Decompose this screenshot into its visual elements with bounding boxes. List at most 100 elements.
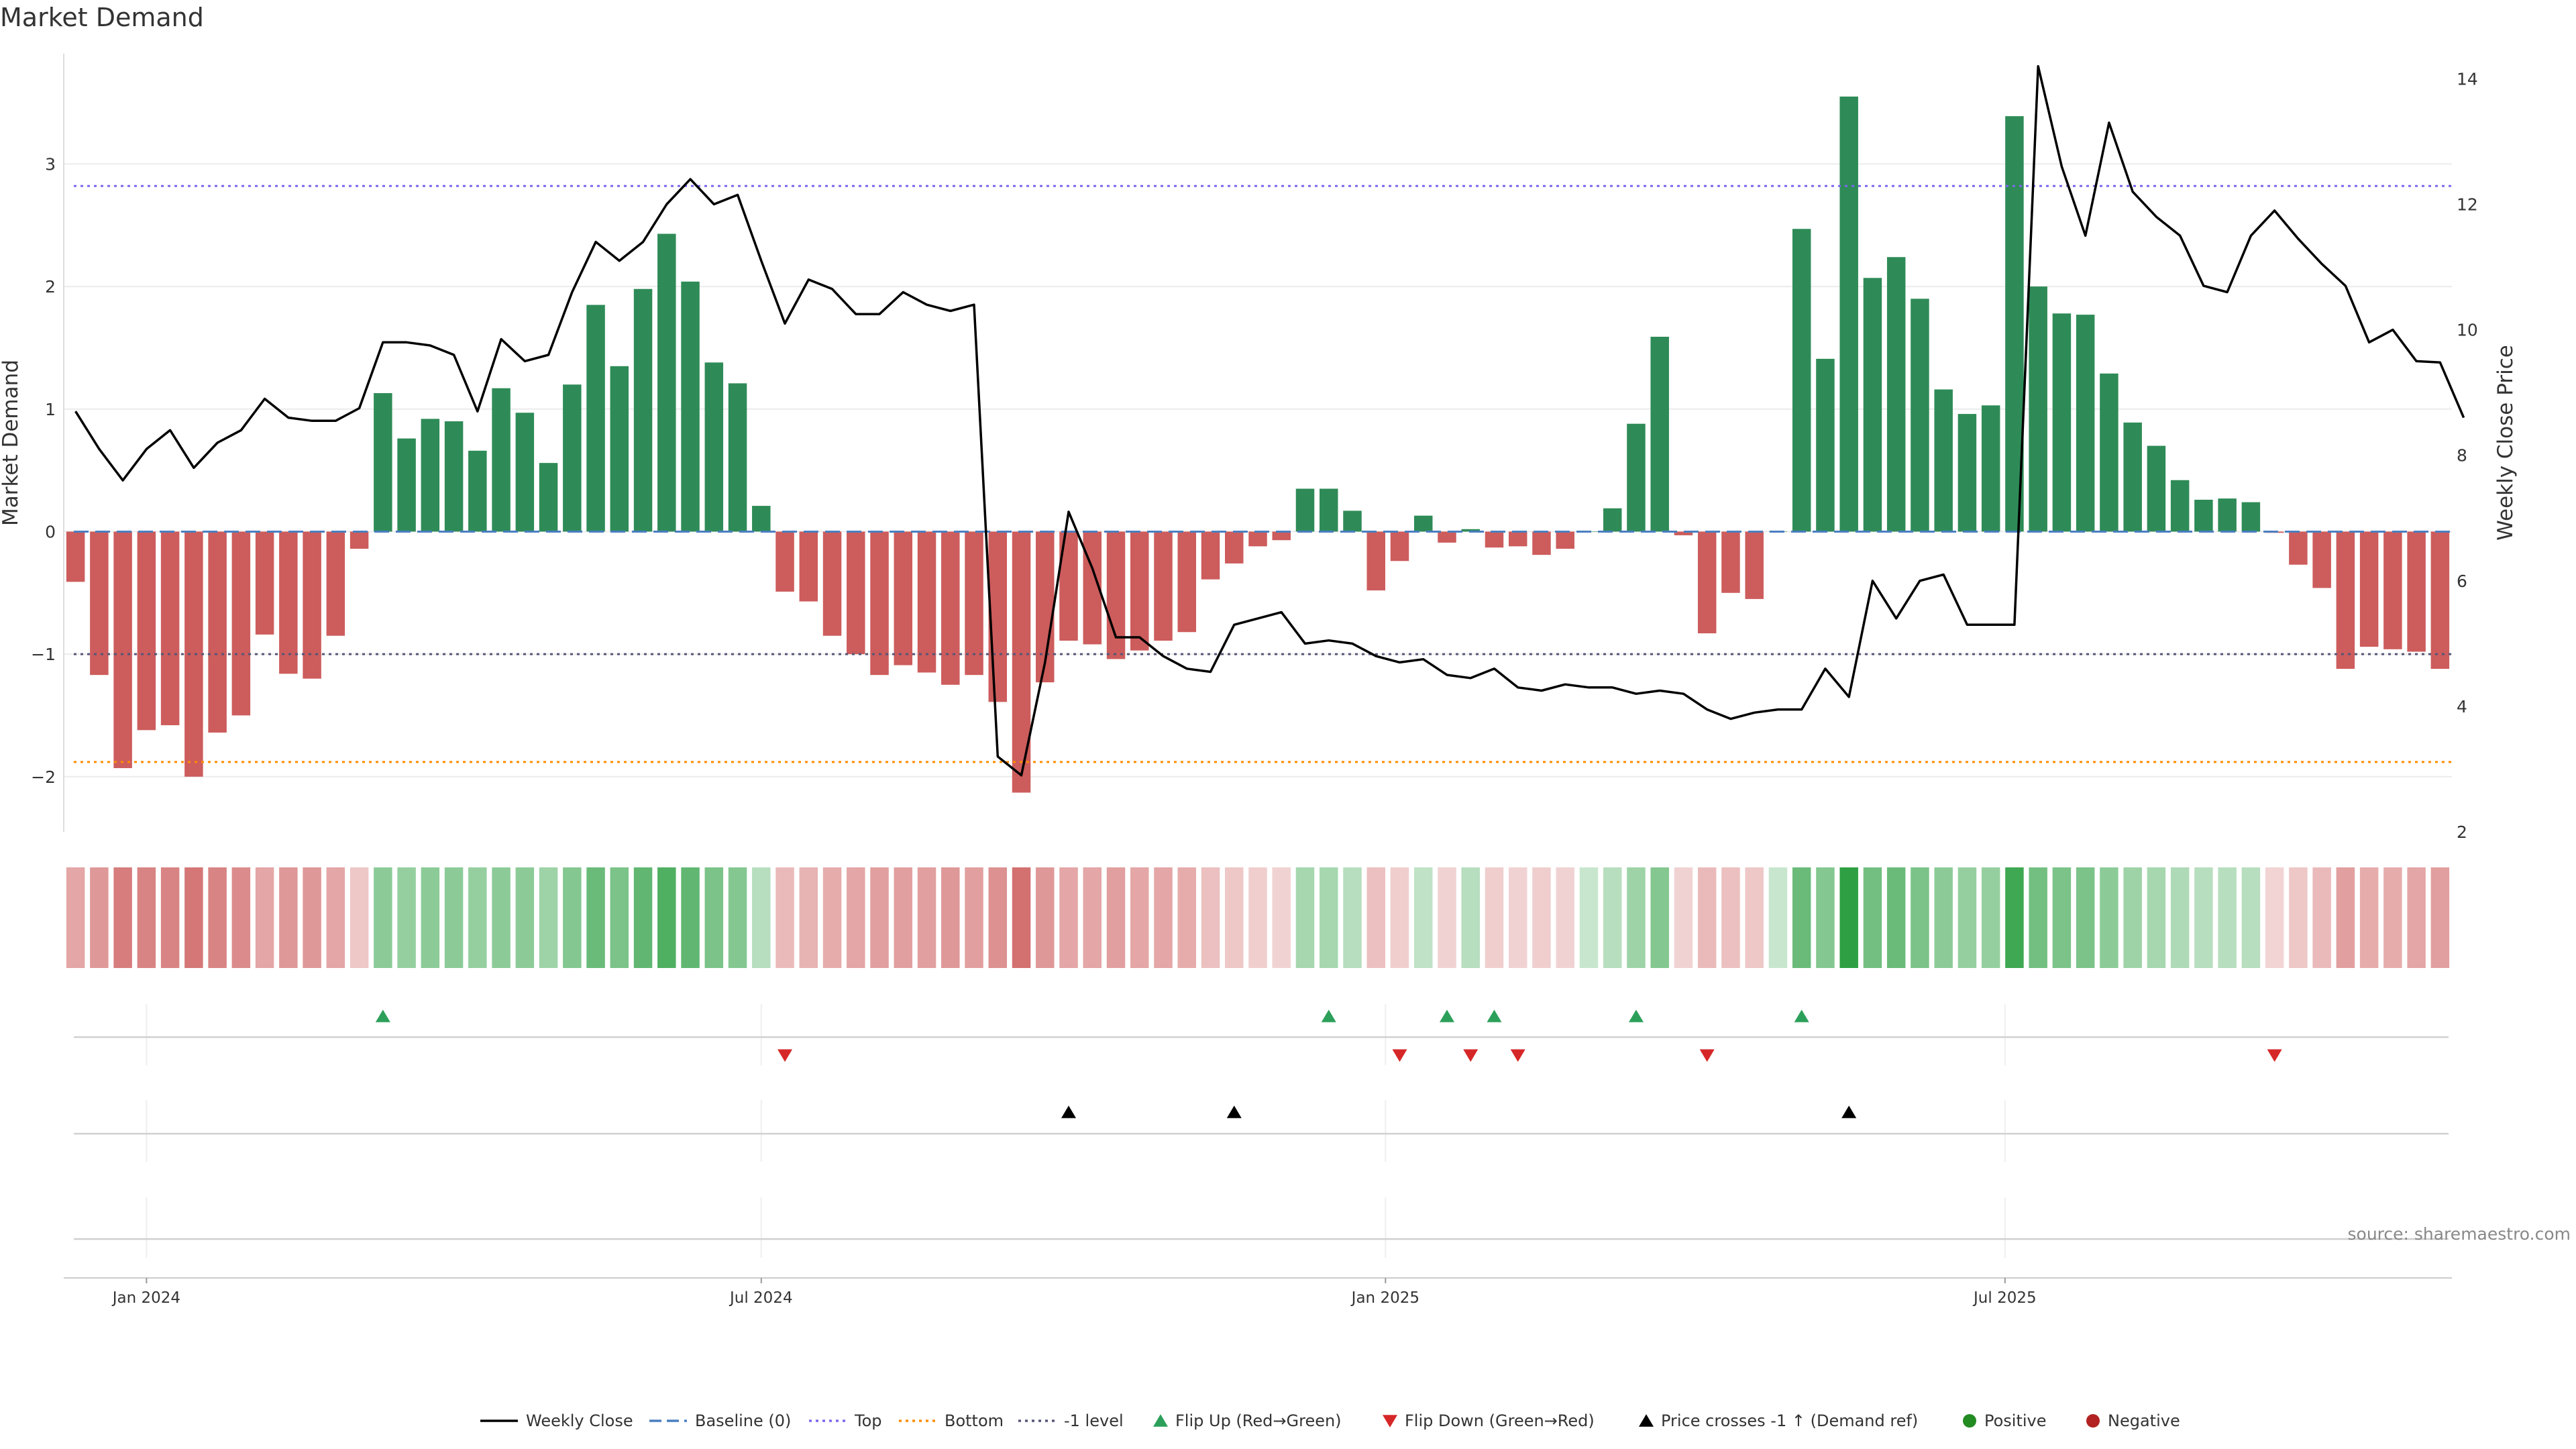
heat-cell <box>2359 867 2379 968</box>
demand-bar <box>2241 502 2261 532</box>
y-right-tick-label: 10 <box>2457 321 2478 340</box>
heat-cell <box>1911 867 1929 968</box>
demand-bar <box>1981 405 2000 532</box>
demand-bar <box>137 531 156 731</box>
demand-bar <box>515 413 535 532</box>
heat-cell <box>1154 867 1173 968</box>
reference-lines <box>74 184 2452 763</box>
heat-cell <box>1768 867 1788 968</box>
flip-up-marker <box>1439 1010 1454 1022</box>
demand-bar <box>255 531 274 635</box>
heat-cell <box>870 867 889 968</box>
x-tick-label: Jul 2025 <box>1972 1289 2037 1307</box>
heat-cell <box>1627 867 1646 968</box>
heat-cell <box>1934 867 1953 968</box>
legend-symbol <box>2086 1414 2100 1428</box>
demand-bar <box>1225 531 1244 564</box>
heat-cell <box>1697 867 1717 968</box>
heat-cell <box>1579 867 1599 968</box>
demand-bar <box>1863 278 1882 532</box>
heat-cell <box>539 867 558 968</box>
price-cross-marker <box>1226 1106 1242 1118</box>
demand-bar <box>2218 498 2237 532</box>
heat-cell <box>279 867 298 968</box>
heat-cell <box>1603 867 1622 968</box>
demand-bar <box>2430 531 2450 669</box>
demand-bar <box>303 531 321 679</box>
heat-cell <box>2052 867 2072 968</box>
heat-cell <box>90 867 109 968</box>
heat-cell <box>681 867 700 968</box>
demand-bar <box>326 531 345 636</box>
y-right-axis-label: Weekly Close Price <box>2493 345 2518 541</box>
signal-panels <box>74 1004 2449 1258</box>
heat-cell <box>988 867 1008 968</box>
demand-bar <box>704 362 724 532</box>
demand-bar <box>2194 499 2213 532</box>
demand-bar <box>941 531 960 685</box>
y-right-tick-label: 8 <box>2457 446 2467 466</box>
demand-bar <box>2076 315 2095 532</box>
heat-cell <box>2147 867 2166 968</box>
demand-bar <box>1438 531 1456 543</box>
heat-cell <box>1438 867 1456 968</box>
flip-down-marker <box>2267 1049 2282 1062</box>
demand-bar <box>1674 531 1693 535</box>
demand-bar <box>1556 531 1574 549</box>
demand-bar <box>775 531 794 592</box>
legend-symbol <box>1383 1415 1397 1428</box>
demand-bar <box>1130 531 1149 651</box>
heat-cell <box>704 867 724 968</box>
y-tick-label: −1 <box>31 645 56 664</box>
demand-bar <box>2052 313 2072 532</box>
heat-cell <box>822 867 842 968</box>
heat-cell <box>1201 867 1220 968</box>
demand-bar <box>1934 389 1953 532</box>
heat-cell <box>1532 867 1551 968</box>
heat-cell <box>1461 867 1480 968</box>
heat-cell <box>586 867 605 968</box>
demand-bar <box>1390 531 1409 561</box>
demand-bar <box>799 531 818 602</box>
heat-cell <box>160 867 180 968</box>
flip-up-marker <box>1628 1010 1644 1022</box>
heat-cell <box>1272 867 1291 968</box>
heat-cell <box>847 867 865 968</box>
heat-cell <box>563 867 582 968</box>
demand-bar <box>231 531 251 716</box>
heat-cell <box>303 867 321 968</box>
heat-cell <box>1981 867 2000 968</box>
flip-down-marker <box>777 1049 793 1062</box>
weekly-close-line <box>74 64 2465 777</box>
demand-bar <box>2147 445 2166 532</box>
y-tick-label: 1 <box>45 400 56 419</box>
demand-bars <box>66 96 2450 793</box>
price-line-group <box>74 64 2465 777</box>
heat-cell <box>1130 867 1149 968</box>
demand-bar <box>1319 488 1338 532</box>
heat-cell <box>1792 867 1811 968</box>
demand-bar <box>847 531 865 655</box>
heat-cell <box>2265 867 2284 968</box>
demand-bar <box>492 388 511 532</box>
heat-cell <box>752 867 771 968</box>
legend-label: Negative <box>2108 1411 2180 1430</box>
legend-label: -1 level <box>1064 1411 1124 1430</box>
demand-bar <box>1745 531 1764 599</box>
heat-cell <box>184 867 203 968</box>
heat-cell <box>1556 867 1574 968</box>
heat-cell <box>1343 867 1362 968</box>
demand-bar <box>870 531 889 676</box>
flip-down-marker <box>1510 1049 1525 1062</box>
flip-up-marker <box>1794 1010 1809 1022</box>
demand-bar <box>586 305 605 532</box>
heat-cell <box>1083 867 1102 968</box>
demand-bar <box>1697 531 1717 634</box>
heat-cell <box>1745 867 1764 968</box>
demand-bar <box>1627 423 1646 532</box>
demand-bar <box>2100 373 2118 532</box>
demand-bar <box>2170 480 2190 532</box>
demand-bar <box>1957 414 1977 532</box>
heat-cell <box>255 867 274 968</box>
